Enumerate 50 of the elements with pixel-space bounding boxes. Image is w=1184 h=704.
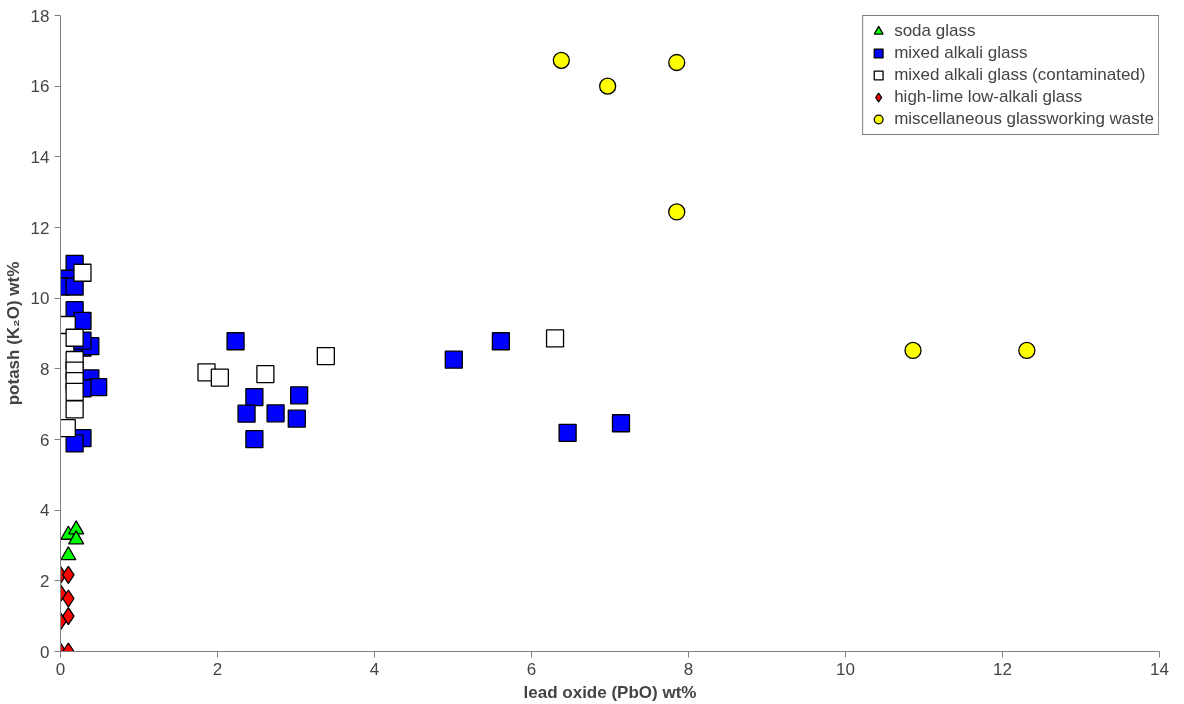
x-tick-label: 10 xyxy=(836,659,855,679)
point xyxy=(68,530,85,545)
legend-label: miscellaneous glassworking waste xyxy=(894,108,1154,130)
point xyxy=(558,423,577,442)
point xyxy=(65,382,84,401)
point xyxy=(60,546,77,561)
point xyxy=(289,386,309,405)
y-axis-title: potash (K₂O) wt% xyxy=(3,261,23,406)
legend-label: mixed alkali glass (contaminated) xyxy=(894,64,1146,86)
y-tick-label: 16 xyxy=(30,77,50,97)
y-tick-label: 6 xyxy=(40,430,50,450)
y-tick-label: 10 xyxy=(30,289,50,309)
point xyxy=(444,350,463,369)
point xyxy=(266,404,285,423)
y-tick-label: 8 xyxy=(40,359,50,379)
point xyxy=(668,203,686,221)
y-tick-label: 4 xyxy=(40,501,50,521)
point xyxy=(245,387,264,407)
point xyxy=(237,404,256,423)
y-tick-label: 0 xyxy=(40,642,50,662)
x-axis-title: lead oxide (PbO) wt% xyxy=(523,682,697,702)
point xyxy=(1018,341,1036,360)
legend-label: mixed alkali glass xyxy=(894,42,1028,64)
legend-label: high-lime low-alkali glass xyxy=(894,86,1083,108)
point xyxy=(545,329,565,348)
legend-label: soda glass xyxy=(894,20,976,42)
point xyxy=(552,51,570,70)
x-tick-label: 12 xyxy=(993,659,1012,679)
y-tick-label: 14 xyxy=(30,147,50,167)
point xyxy=(287,409,306,428)
x-tick-label: 6 xyxy=(526,659,537,679)
y-tick-label: 18 xyxy=(30,6,50,26)
point xyxy=(611,414,631,433)
x-tick-label: 0 xyxy=(55,659,66,679)
point xyxy=(65,328,84,347)
y-tick-label: 12 xyxy=(30,218,50,238)
point xyxy=(904,341,922,360)
point xyxy=(668,53,686,72)
x-tick-label: 2 xyxy=(212,659,223,679)
point xyxy=(491,332,511,351)
point xyxy=(599,77,617,95)
x-tick-label: 8 xyxy=(683,659,694,679)
point xyxy=(65,434,84,453)
point xyxy=(73,263,92,282)
y-tick-label: 2 xyxy=(40,571,50,591)
point xyxy=(226,332,245,351)
x-tick-label: 14 xyxy=(1150,659,1169,679)
x-tick-label: 4 xyxy=(369,659,380,679)
point xyxy=(245,430,264,449)
point xyxy=(210,368,229,387)
